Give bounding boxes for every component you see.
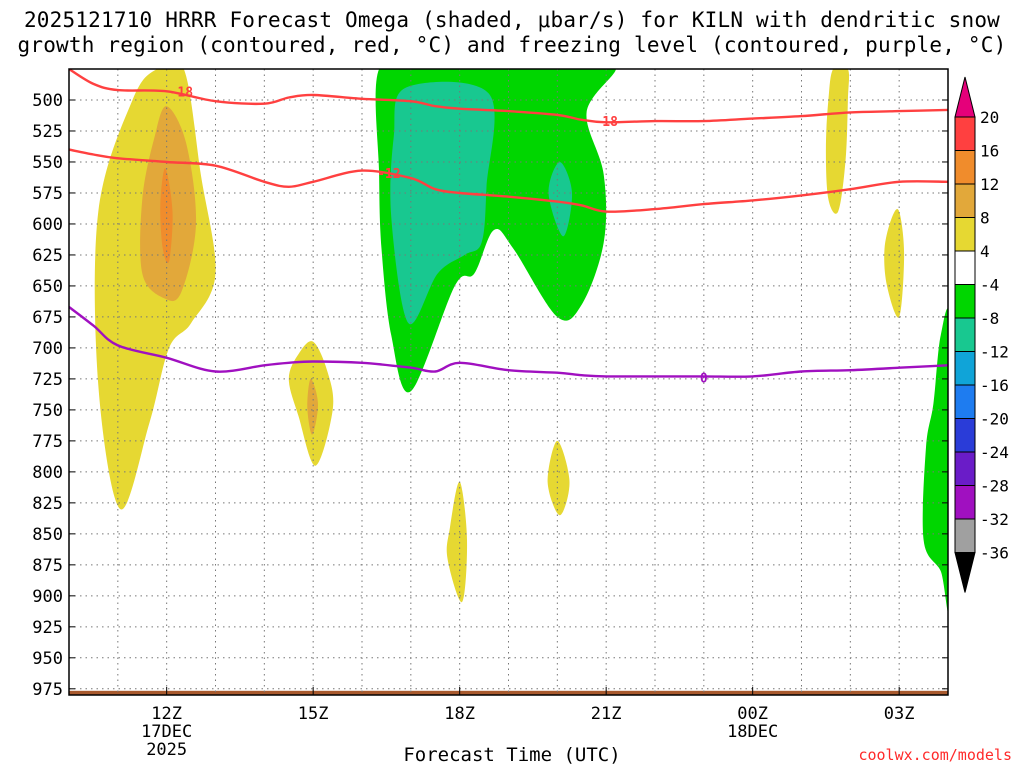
omega-region-neg8-11 <box>548 162 573 237</box>
chart-title-line-2: growth region (contoured, red, °C) and f… <box>17 33 1007 57</box>
y-tick-label-875: 875 <box>32 556 63 576</box>
omega-region-pos4-8 <box>446 481 468 603</box>
grid-layer <box>69 69 949 695</box>
y-tick-label-550: 550 <box>32 153 63 173</box>
y-tick-label-575: 575 <box>32 184 63 204</box>
colorbar-segment-12 <box>954 518 976 553</box>
colorbar-label-5: -4 <box>980 276 999 295</box>
ground-below-surface <box>69 690 948 695</box>
colorbar-label-3: 8 <box>980 209 990 228</box>
colorbar-segment-5 <box>954 284 976 319</box>
colorbar-segment-9 <box>954 418 976 453</box>
y-tick-label-825: 825 <box>32 494 63 514</box>
y-tick-label-800: 800 <box>32 463 63 483</box>
y-tick-label-950: 950 <box>32 649 63 669</box>
y-tick-label-525: 525 <box>32 122 63 142</box>
colorbar-segment-11 <box>954 485 976 520</box>
colorbar-label-1: 16 <box>980 142 999 161</box>
colorbar-segment-3 <box>954 217 976 252</box>
ground-layer <box>69 690 948 695</box>
y-tick-label-625: 625 <box>32 246 63 266</box>
contour-line-1 <box>69 148 948 213</box>
colorbar-segment-1 <box>954 150 976 185</box>
colorbar-label-9: -20 <box>980 410 1009 429</box>
colorbar-label-10: -24 <box>980 443 1009 462</box>
colorbar-label-8: -16 <box>980 376 1009 395</box>
x-tick-label-18Z: 18Z <box>444 704 475 724</box>
colorbar-label-6: -8 <box>980 309 999 328</box>
colorbar-segment-4 <box>954 250 976 285</box>
x-tick-label-15Z: 15Z <box>298 704 329 724</box>
colorbar-bottom-arrow <box>954 552 976 593</box>
contour-line-0 <box>69 69 948 124</box>
source-credit: coolwx.com/models <box>858 746 1012 764</box>
x-tick-date-00Z: 18DEC <box>727 722 778 742</box>
y-tick-label-500: 500 <box>32 91 63 111</box>
y-tick-label-775: 775 <box>32 432 63 452</box>
colorbar-label-13: -36 <box>980 544 1009 563</box>
x-tick-label-12Z: 12Z <box>151 704 182 724</box>
omega-region-pos4-7 <box>547 440 570 516</box>
contour-line-2 <box>69 306 948 378</box>
colorbar-label-0: 20 <box>980 108 999 127</box>
colorbar-top-arrow <box>954 76 976 118</box>
colorbar-segment-7 <box>954 351 976 386</box>
y-axis: 500 525 550 575 600 625 650 675 700 725 750 775 800 8… <box>32 91 948 700</box>
colorbar-label-12: -32 <box>980 510 1009 529</box>
y-tick-label-900: 900 <box>32 587 63 607</box>
colorbar-label-11: -28 <box>980 477 1009 496</box>
colorbar-segment-2 <box>954 183 976 218</box>
omega-region-pos4-4 <box>884 209 905 318</box>
colorbar-segment-0 <box>954 116 976 151</box>
chart-title-line-1: 2025121710 HRRR Forecast Omega (shaded, … <box>23 8 1001 32</box>
omega-region-pos12-2 <box>160 168 173 264</box>
omega-shading-layer <box>94 69 948 614</box>
plot-frame <box>68 68 949 696</box>
contour-label-2-0: 0 <box>700 372 708 387</box>
contour-label-0-1: -18 <box>594 115 618 130</box>
y-tick-label-600: 600 <box>32 215 63 235</box>
omega-region-pos8-6 <box>307 378 319 435</box>
colorbar-label-4: 4 <box>980 242 990 261</box>
x-tick-label-00Z: 00Z <box>737 704 768 724</box>
y-tick-label-675: 675 <box>32 308 63 328</box>
y-tick-label-750: 750 <box>32 401 63 421</box>
x-tick-date-12Z: 17DEC <box>141 722 192 742</box>
y-tick-label-725: 725 <box>32 370 63 390</box>
colorbar-label-7: -12 <box>980 343 1009 362</box>
y-tick-label-650: 650 <box>32 277 63 297</box>
contour-label-0-0: -18 <box>170 85 194 100</box>
contour-layer: -18 -18 -12 0 <box>69 69 948 387</box>
colorbar-segment-8 <box>954 384 976 419</box>
omega-region-neg8-10 <box>390 81 495 325</box>
y-tick-label-975: 975 <box>32 680 63 700</box>
colorbar-segment-6 <box>954 317 976 352</box>
x-tick-label-03Z: 03Z <box>884 704 915 724</box>
omega-region-pos4-3 <box>825 69 850 214</box>
colorbar-segment-10 <box>954 451 976 486</box>
y-tick-label-925: 925 <box>32 618 63 638</box>
colorbar: 20 16 12 8 4 -4 -8 -12 -16 -20 -24 -28 -32 -36 <box>954 76 1009 593</box>
colorbar-label-2: 12 <box>980 175 999 194</box>
y-tick-label-850: 850 <box>32 525 63 545</box>
y-tick-label-700: 700 <box>32 339 63 359</box>
x-tick-label-21Z: 21Z <box>591 704 622 724</box>
x-axis-title: Forecast Time (UTC) <box>403 744 621 766</box>
contour-label-1-0: -12 <box>377 167 400 182</box>
x-tick-year-12Z: 2025 <box>146 740 187 760</box>
omega-region-neg4-12 <box>922 308 948 614</box>
